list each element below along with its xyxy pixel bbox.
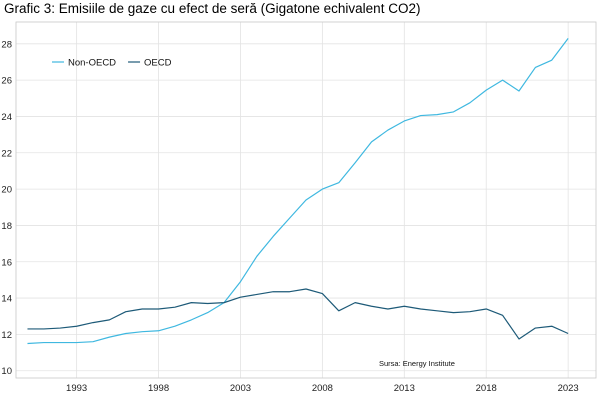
plot-frame: [15, 21, 597, 379]
legend-label: Non-OECD: [68, 58, 116, 69]
y-tick-label: 12: [1, 330, 12, 341]
x-tick-label: 2023: [558, 383, 579, 394]
legend: Non-OECD OECD: [52, 58, 172, 69]
y-tick-label: 10: [1, 366, 12, 377]
y-tick-label: 22: [1, 148, 12, 159]
x-tick-label: 2008: [312, 383, 333, 394]
y-tick-label: 24: [1, 112, 12, 123]
series-line-oecd: [27, 288, 569, 340]
y-tick-label: 18: [1, 221, 12, 232]
chart-title: Grafic 3: Emisiile de gaze cu efect de s…: [4, 1, 421, 16]
x-tick-label: 1993: [66, 383, 87, 394]
source-note: Sursa: Energy Institute: [379, 359, 455, 368]
y-tick-label: 14: [1, 294, 12, 305]
series-line-non-oecd: [27, 37, 569, 345]
legend-label: OECD: [144, 58, 172, 69]
y-tick-label: 26: [1, 76, 12, 87]
x-tick-label: 2013: [394, 383, 415, 394]
y-tick-label: 20: [1, 185, 12, 196]
x-tick-label: 1998: [148, 383, 169, 394]
y-tick-label: 28: [1, 39, 12, 50]
x-tick-label: 2003: [230, 383, 251, 394]
y-tick-label: 16: [1, 257, 12, 268]
x-tick-label: 2018: [476, 383, 497, 394]
